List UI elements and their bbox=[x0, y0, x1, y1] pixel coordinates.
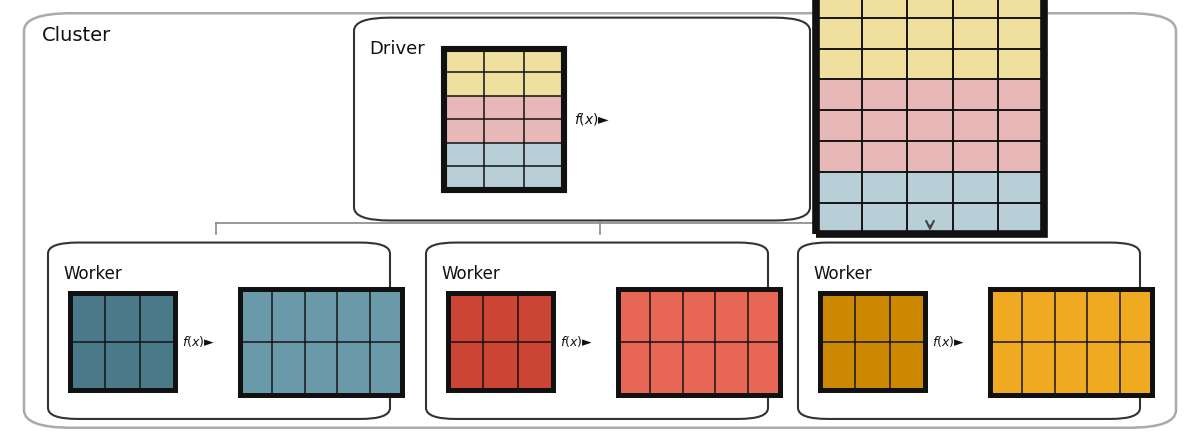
Bar bbox=[444, 49, 564, 190]
Bar bbox=[444, 119, 564, 142]
Bar bbox=[816, 172, 1044, 203]
Bar bbox=[618, 289, 780, 395]
Bar bbox=[820, 293, 925, 390]
Bar bbox=[444, 142, 564, 166]
Bar bbox=[448, 293, 553, 390]
Bar bbox=[816, 141, 1044, 172]
Bar bbox=[816, 49, 1044, 79]
Bar bbox=[70, 293, 175, 390]
Text: Worker: Worker bbox=[64, 265, 122, 283]
FancyBboxPatch shape bbox=[48, 243, 390, 419]
Text: Worker: Worker bbox=[442, 265, 500, 283]
FancyBboxPatch shape bbox=[426, 243, 768, 419]
Bar bbox=[816, 110, 1044, 141]
Bar bbox=[816, 18, 1044, 49]
Bar bbox=[240, 289, 402, 395]
Text: Worker: Worker bbox=[814, 265, 872, 283]
Bar bbox=[990, 289, 1152, 395]
Bar bbox=[240, 289, 402, 395]
FancyBboxPatch shape bbox=[24, 13, 1176, 428]
Bar bbox=[990, 289, 1152, 395]
Bar bbox=[448, 293, 553, 390]
Bar bbox=[444, 72, 564, 96]
Bar bbox=[444, 96, 564, 119]
Bar bbox=[816, 79, 1044, 110]
Bar bbox=[816, 0, 1044, 234]
FancyBboxPatch shape bbox=[798, 243, 1140, 419]
Bar bbox=[816, 0, 1044, 18]
Text: $f(x)$►: $f(x)$► bbox=[560, 334, 594, 349]
Text: Driver: Driver bbox=[370, 40, 425, 58]
FancyBboxPatch shape bbox=[354, 18, 810, 220]
Bar bbox=[444, 166, 564, 190]
Text: Cluster: Cluster bbox=[42, 26, 112, 45]
Bar bbox=[816, 203, 1044, 234]
Text: $f(x)$►: $f(x)$► bbox=[182, 334, 216, 349]
Bar bbox=[820, 293, 925, 390]
Bar bbox=[70, 293, 175, 390]
Text: $f(x)$►: $f(x)$► bbox=[932, 334, 966, 349]
Bar bbox=[618, 289, 780, 395]
Text: $f(x)$►: $f(x)$► bbox=[574, 111, 610, 127]
Bar bbox=[444, 49, 564, 72]
